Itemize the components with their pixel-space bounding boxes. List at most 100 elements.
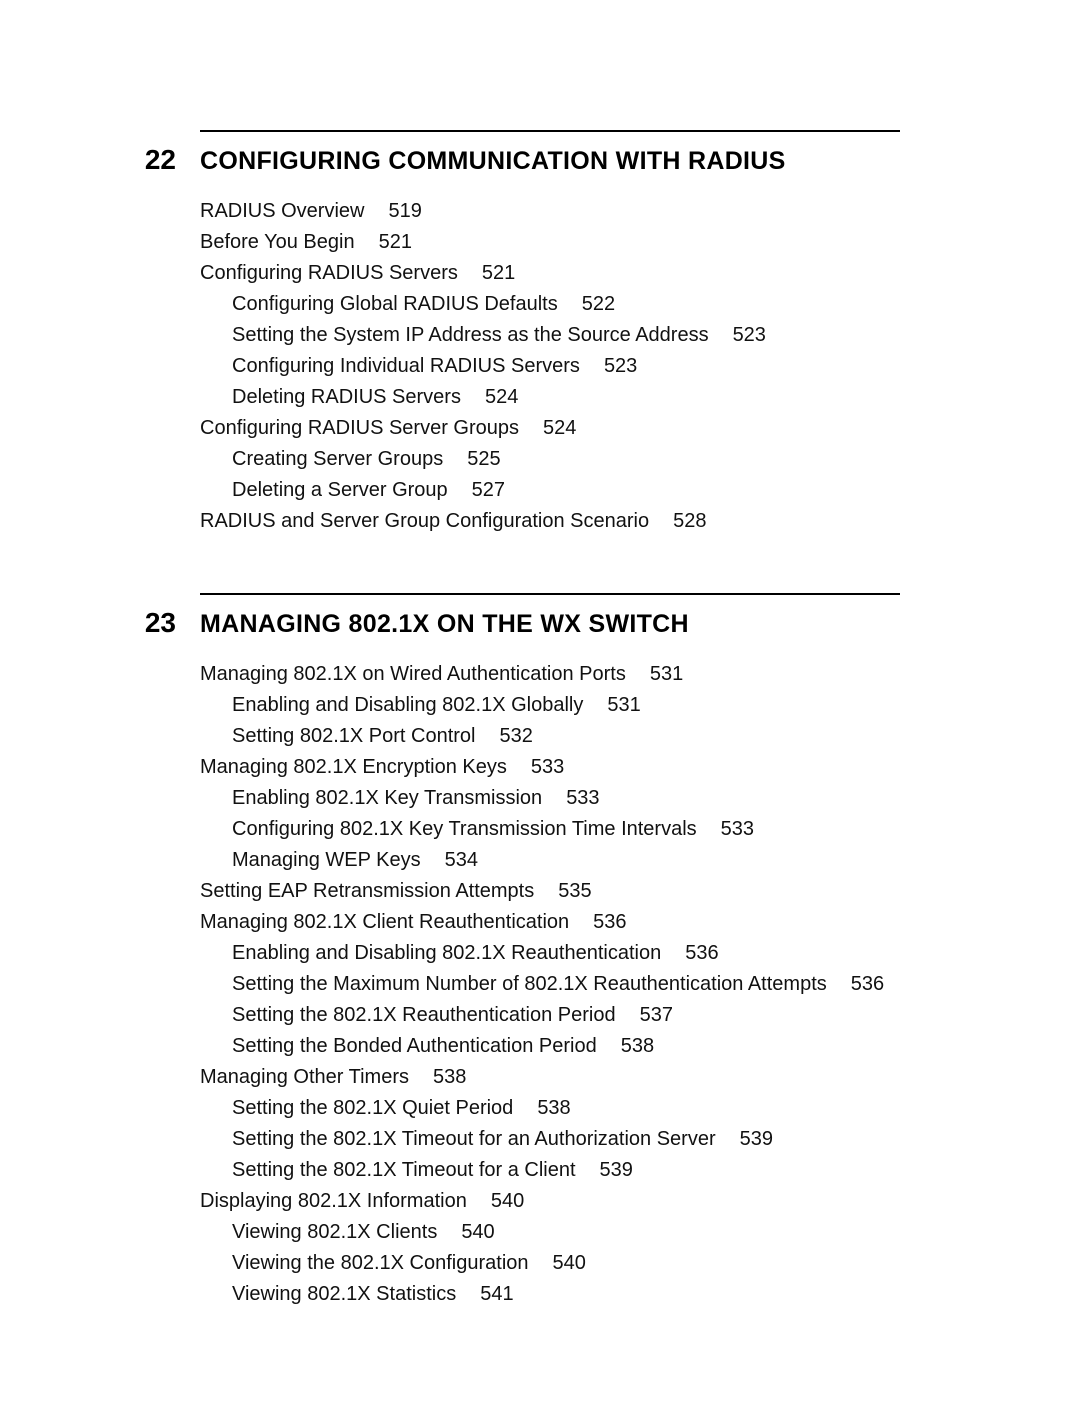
toc-entry[interactable]: Viewing 802.1X Statistics 541 (200, 1279, 960, 1310)
chapter-title-part: OMMUNICATION (407, 147, 609, 175)
toc-entry[interactable]: Enabling and Disabling 802.1X Globally 53… (200, 690, 960, 721)
toc-entry[interactable]: Configuring 802.1X Key Transmission Time… (200, 814, 960, 845)
toc-entry-page: 538 (621, 1035, 654, 1057)
toc-entry[interactable]: Managing WEP Keys534 (200, 845, 960, 876)
toc-entry-page: 519 (388, 200, 421, 222)
toc-entry-page: 538 (433, 1066, 466, 1088)
toc-entry-text: Managing 802.1X Encryption Keys (200, 756, 507, 778)
toc-entry[interactable]: Deleting a Server Group527 (200, 475, 960, 506)
chapter-title-part: M (200, 610, 221, 638)
toc-entry-text: Managing 802.1X Client Reauthentication (200, 911, 569, 933)
toc-entry-text: Setting the Bonded Authentication Period (232, 1035, 597, 1057)
chapter-title-part: RADIUS (681, 147, 786, 175)
chapter-title-part: 802.1X (341, 610, 437, 638)
toc-entry-page: 541 (480, 1283, 513, 1305)
toc-entry-page: 524 (543, 417, 576, 439)
toc-entry[interactable]: Setting the Maximum Number of 802.1X Rea… (200, 969, 960, 1000)
toc-entries: RADIUS Overview519Before You Begin521Con… (200, 196, 960, 537)
toc-entry[interactable]: Viewing the 802.1X Configuration 540 (200, 1248, 960, 1279)
toc-entry-text: Deleting a Server Group (232, 479, 448, 501)
toc-entry-text: Setting 802.1X Port Control (232, 725, 475, 747)
toc-entry-text: Creating Server Groups (232, 448, 443, 470)
toc-entry[interactable]: RADIUS and Server Group Configuration Sc… (200, 506, 960, 537)
toc-entry[interactable]: Configuring Individual RADIUS Servers 523 (200, 351, 960, 382)
toc-entry-page: 540 (461, 1221, 494, 1243)
toc-entry-text: Viewing the 802.1X Configuration (232, 1252, 529, 1274)
chapter-head: 23MANAGING 802.1X ON THE WX SWITCH (200, 593, 900, 639)
toc-entry-text: Displaying 802.1X Information (200, 1190, 467, 1212)
chapter-title-part: THE (482, 610, 533, 638)
toc-entry[interactable]: Enabling and Disabling 802.1X Reauthenti… (200, 938, 960, 969)
chapter-title-part: WITCH (605, 610, 688, 638)
toc-entry-text: Setting the Maximum Number of 802.1X Rea… (232, 973, 827, 995)
chapter-number: 22 (120, 144, 176, 176)
toc-entry[interactable]: Setting EAP Retransmission Attempts535 (200, 876, 960, 907)
toc-entry-text: Configuring Global RADIUS Defaults (232, 293, 558, 315)
toc-entry-text: RADIUS and Server Group Configuration Sc… (200, 510, 649, 532)
toc-entry-page: 524 (485, 386, 518, 408)
toc-entry[interactable]: Configuring Global RADIUS Defaults 522 (200, 289, 960, 320)
toc-entry[interactable]: Managing 802.1X Client Reauthentication 5… (200, 907, 960, 938)
toc-entry-text: Configuring RADIUS Servers (200, 262, 458, 284)
toc-entry-page: 535 (558, 880, 591, 902)
toc-entry[interactable]: Managing 802.1X Encryption Keys533 (200, 752, 960, 783)
toc-entry[interactable]: Configuring RADIUS Servers 521 (200, 258, 960, 289)
toc-entry-page: 523 (733, 324, 766, 346)
chapter-title-part: WITH (616, 147, 681, 175)
toc-entry[interactable]: Setting the 802.1X Quiet Period 538 (200, 1093, 960, 1124)
toc-entry-page: 538 (537, 1097, 570, 1119)
toc-entry-page: 531 (607, 694, 640, 716)
toc-entry[interactable]: Managing Other Timers 538 (200, 1062, 960, 1093)
toc-entry-text: Setting the 802.1X Reauthentication Peri… (232, 1004, 616, 1026)
toc-entry[interactable]: Setting the System IP Address as the Sou… (200, 320, 960, 351)
toc-entry-text: Setting the 802.1X Timeout for an Author… (232, 1128, 716, 1150)
toc-entry-page: 540 (553, 1252, 586, 1274)
toc-entry-page: 537 (640, 1004, 673, 1026)
chapter-title-part: ANAGING (221, 610, 341, 638)
chapter-title-part: ON (437, 610, 475, 638)
toc-entry[interactable]: Setting the 802.1X Timeout for a Client5… (200, 1155, 960, 1186)
toc-entry-text: Enabling and Disabling 802.1X Globally (232, 694, 583, 716)
toc-entry-text: Setting the 802.1X Quiet Period (232, 1097, 513, 1119)
toc-entry-text: Deleting RADIUS Servers (232, 386, 461, 408)
toc-entry[interactable]: Setting the 802.1X Reauthentication Peri… (200, 1000, 960, 1031)
toc-entry-page: 540 (491, 1190, 524, 1212)
toc-entry[interactable]: Managing 802.1X on Wired Authentication … (200, 659, 960, 690)
toc-entry-page: 522 (582, 293, 615, 315)
toc-entry[interactable]: RADIUS Overview519 (200, 196, 960, 227)
toc-entry[interactable]: Displaying 802.1X Information 540 (200, 1186, 960, 1217)
toc-entry-text: Before You Begin (200, 231, 355, 253)
toc-entry[interactable]: Enabling 802.1X Key Transmission533 (200, 783, 960, 814)
toc-entry[interactable]: Setting the 802.1X Timeout for an Author… (200, 1124, 960, 1155)
toc-entry-text: Managing Other Timers (200, 1066, 409, 1088)
toc-entry-text: Enabling and Disabling 802.1X Reauthenti… (232, 942, 661, 964)
toc-entry-text: Enabling 802.1X Key Transmission (232, 787, 542, 809)
toc-entry-page: 532 (499, 725, 532, 747)
toc-entry-page: 521 (482, 262, 515, 284)
toc-entry[interactable]: Before You Begin521 (200, 227, 960, 258)
chapters-container: 22CONFIGURING COMMUNICATION WITH RADIUSR… (200, 130, 960, 1310)
chapter: 23MANAGING 802.1X ON THE WX SWITCH Managi… (200, 593, 960, 1310)
toc-entry-text: Viewing 802.1X Statistics (232, 1283, 456, 1305)
toc-entry[interactable]: Creating Server Groups 525 (200, 444, 960, 475)
toc-entry-page: 536 (593, 911, 626, 933)
toc-entry[interactable]: Viewing 802.1X Clients540 (200, 1217, 960, 1248)
toc-entry[interactable]: Configuring RADIUS Server Groups524 (200, 413, 960, 444)
toc-page: 22CONFIGURING COMMUNICATION WITH RADIUSR… (0, 0, 1080, 1426)
toc-entry-page: 533 (721, 818, 754, 840)
toc-entry[interactable]: Setting 802.1X Port Control 532 (200, 721, 960, 752)
toc-entry[interactable]: Deleting RADIUS Servers 524 (200, 382, 960, 413)
toc-entry-page: 531 (650, 663, 683, 685)
toc-entry-page: 536 (851, 973, 884, 995)
chapter-title: CONFIGURING COMMUNICATION WITH RADIUS (200, 147, 786, 176)
toc-entry-page: 525 (467, 448, 500, 470)
chapter-title: MANAGING 802.1X ON THE WX SWITCH (200, 610, 689, 639)
toc-entry[interactable]: Setting the Bonded Authentication Period… (200, 1031, 960, 1062)
chapter-title-part: C (200, 147, 218, 175)
toc-entries: Managing 802.1X on Wired Authentication … (200, 659, 960, 1310)
toc-entry-text: Configuring Individual RADIUS Servers (232, 355, 580, 377)
toc-entry-page: 539 (740, 1128, 773, 1150)
chapter-title-part (608, 147, 615, 175)
toc-entry-page: 534 (445, 849, 478, 871)
toc-entry-page: 523 (604, 355, 637, 377)
